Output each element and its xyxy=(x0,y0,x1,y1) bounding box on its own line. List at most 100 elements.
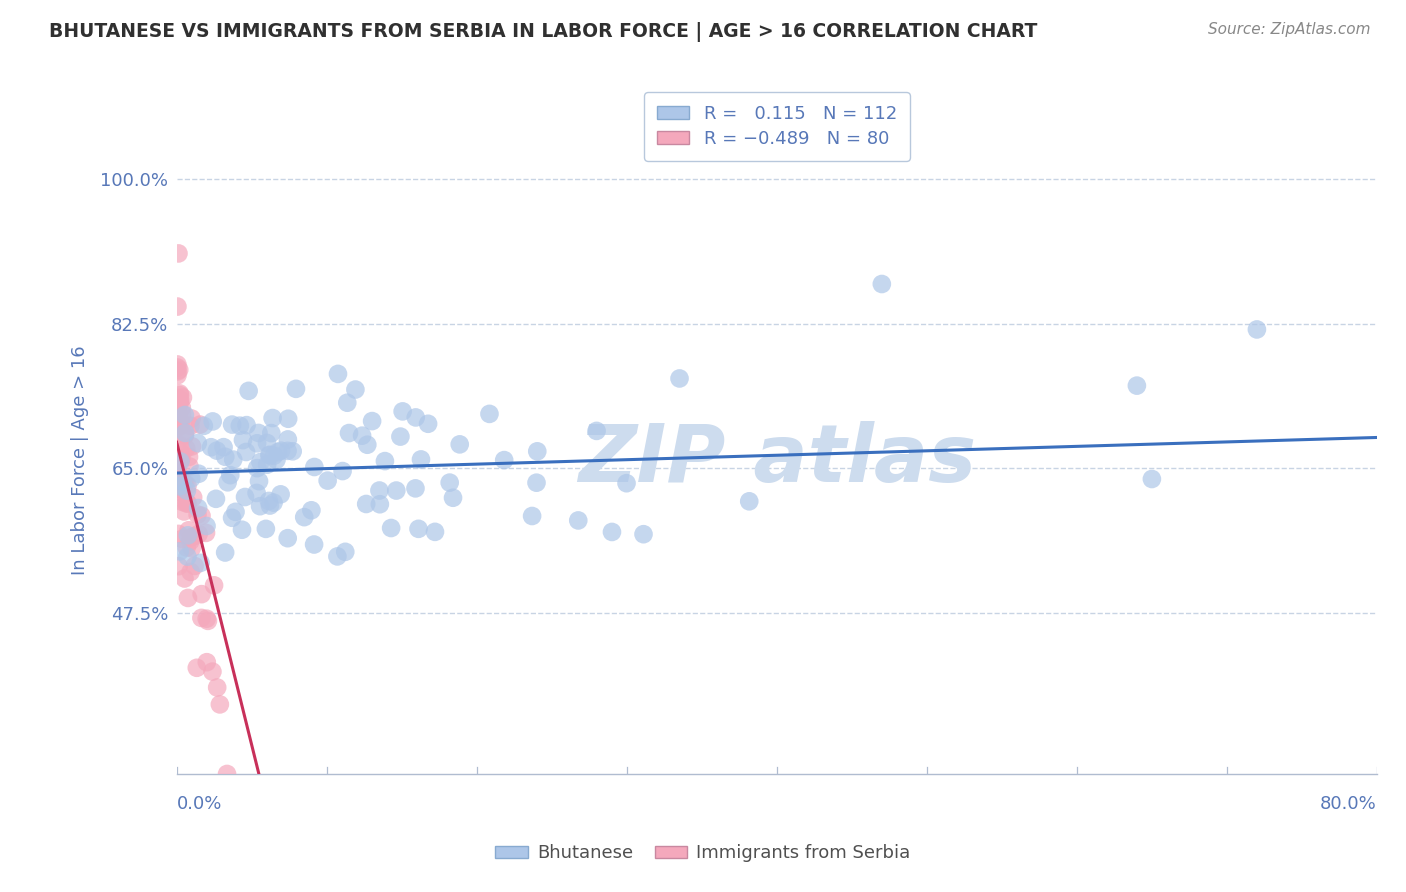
Point xyxy=(285,382,308,396)
Point xyxy=(1246,322,1268,336)
Text: BHUTANESE VS IMMIGRANTS FROM SERBIA IN LABOR FORCE | AGE > 16 CORRELATION CHART: BHUTANESE VS IMMIGRANTS FROM SERBIA IN L… xyxy=(49,22,1038,42)
Point xyxy=(214,545,236,559)
Point xyxy=(205,443,228,458)
Point xyxy=(352,428,374,442)
Point xyxy=(391,404,413,418)
Point xyxy=(254,522,277,536)
Point xyxy=(262,411,284,425)
Point xyxy=(169,416,191,430)
Point xyxy=(208,698,231,712)
Point xyxy=(336,395,359,409)
Point xyxy=(166,461,188,475)
Point xyxy=(190,556,212,570)
Point xyxy=(337,425,360,440)
Point xyxy=(416,417,439,431)
Point xyxy=(256,436,278,450)
Point xyxy=(335,545,357,559)
Point xyxy=(170,473,193,487)
Point xyxy=(173,408,195,422)
Point xyxy=(380,521,402,535)
Point xyxy=(368,497,391,511)
Point xyxy=(166,391,188,405)
Point xyxy=(201,665,224,679)
Point xyxy=(202,578,225,592)
Point xyxy=(166,482,188,496)
Point xyxy=(292,510,315,524)
Point xyxy=(190,587,212,601)
Point xyxy=(172,486,194,500)
Point xyxy=(277,531,299,545)
Point xyxy=(304,460,326,475)
Point xyxy=(270,443,292,458)
Point xyxy=(177,528,200,542)
Point xyxy=(167,559,190,574)
Point xyxy=(423,524,446,539)
Point xyxy=(167,406,190,420)
Point xyxy=(176,541,198,555)
Point xyxy=(181,439,204,453)
Point xyxy=(246,461,269,475)
Point xyxy=(172,391,194,405)
Point xyxy=(173,572,195,586)
Point xyxy=(277,433,299,447)
Point xyxy=(389,429,412,443)
Point xyxy=(187,527,209,541)
Point xyxy=(195,519,218,533)
Point xyxy=(177,524,200,538)
Point xyxy=(176,495,198,509)
Point xyxy=(738,494,761,508)
Point xyxy=(180,411,202,425)
Point xyxy=(441,491,464,505)
Text: Source: ZipAtlas.com: Source: ZipAtlas.com xyxy=(1208,22,1371,37)
Point xyxy=(215,767,238,781)
Point xyxy=(1140,472,1163,486)
Point xyxy=(233,490,256,504)
Point xyxy=(302,537,325,551)
Point xyxy=(167,362,190,376)
Point xyxy=(1126,378,1149,392)
Point xyxy=(166,364,188,378)
Point xyxy=(221,417,243,432)
Point xyxy=(195,525,218,540)
Point xyxy=(197,614,219,628)
Point xyxy=(526,475,548,490)
Point xyxy=(633,527,655,541)
Point xyxy=(179,534,201,549)
Point xyxy=(217,475,239,490)
Point xyxy=(219,468,242,483)
Point xyxy=(176,483,198,498)
Point xyxy=(232,433,254,447)
Text: ZIP atlas: ZIP atlas xyxy=(578,421,976,499)
Point xyxy=(600,524,623,539)
Point xyxy=(585,424,607,438)
Point xyxy=(173,504,195,518)
Legend: Bhutanese, Immigrants from Serbia: Bhutanese, Immigrants from Serbia xyxy=(488,838,918,870)
Point xyxy=(169,544,191,558)
Point xyxy=(263,495,285,509)
Point xyxy=(183,559,205,574)
Point xyxy=(567,513,589,527)
Point xyxy=(494,453,516,467)
Point xyxy=(299,503,322,517)
Point xyxy=(183,529,205,543)
Point xyxy=(405,410,427,425)
Point xyxy=(176,478,198,492)
Point xyxy=(257,494,280,508)
Point xyxy=(169,452,191,467)
Point xyxy=(229,418,252,433)
Point xyxy=(166,421,188,435)
Point xyxy=(167,466,190,480)
Point xyxy=(179,418,201,433)
Point xyxy=(277,411,299,425)
Point xyxy=(170,407,193,421)
Point xyxy=(181,491,204,505)
Point xyxy=(404,481,426,495)
Point xyxy=(169,392,191,407)
Point xyxy=(169,388,191,402)
Point xyxy=(167,246,190,260)
Point xyxy=(281,444,304,458)
Point xyxy=(187,501,209,516)
Point xyxy=(449,437,471,451)
Point xyxy=(344,383,367,397)
Point xyxy=(167,408,190,422)
